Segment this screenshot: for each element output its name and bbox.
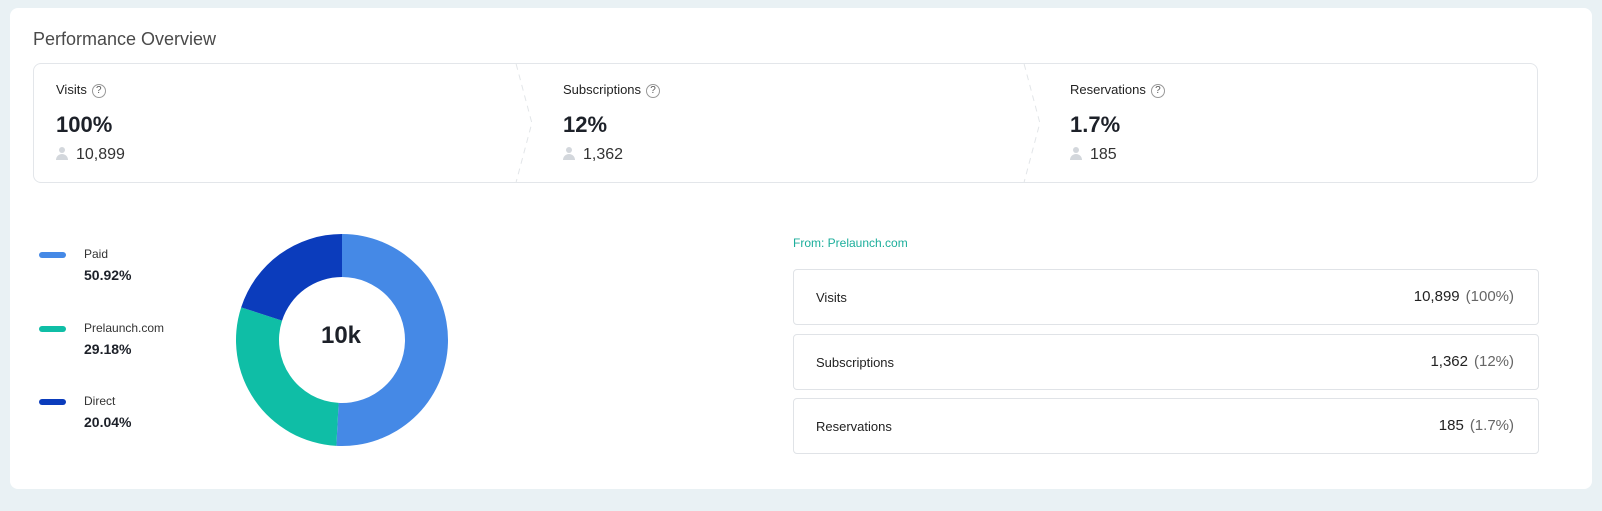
- row-value: 10,899: [1413, 288, 1460, 305]
- user-icon: [56, 147, 68, 160]
- legend-swatch: [39, 252, 66, 258]
- breakdown-row-visits: Visits 10,899 (100%): [793, 269, 1539, 325]
- stat-label: Reservations: [1070, 82, 1146, 97]
- donut-slice-prelaunch-com[interactable]: [236, 307, 339, 446]
- legend-label: Prelaunch.com: [84, 321, 165, 335]
- row-value: 185: [1438, 417, 1464, 434]
- stat-count: 1,362: [583, 146, 624, 163]
- row-percent: (1.7%): [1469, 417, 1514, 434]
- legend-value: 29.18%: [84, 341, 132, 357]
- stat-label: Visits: [56, 82, 87, 97]
- help-icon[interactable]: ?: [1150, 84, 1165, 98]
- row-value: 1,362: [1430, 353, 1468, 370]
- row-label: Visits: [816, 290, 847, 305]
- legend-swatch: [39, 326, 66, 332]
- row-percent: (100%): [1465, 288, 1514, 305]
- source-label: From: Prelaunch.com: [793, 236, 908, 250]
- chevron-divider: [515, 64, 533, 182]
- stat-percent: 12%: [563, 112, 608, 137]
- donut-slice-paid[interactable]: [336, 234, 448, 446]
- page-title: Performance Overview: [33, 29, 217, 49]
- stat-count: 185: [1090, 146, 1117, 163]
- row-label: Reservations: [816, 419, 892, 434]
- user-icon: [563, 147, 575, 160]
- legend-label: Direct: [84, 394, 116, 408]
- user-icon: [1070, 147, 1082, 160]
- stat-percent: 1.7%: [1070, 112, 1121, 137]
- chevron-divider: [1023, 64, 1041, 182]
- stat-percent: 100%: [56, 112, 113, 137]
- legend-value: 50.92%: [84, 267, 132, 283]
- row-percent: (12%): [1473, 353, 1514, 370]
- stats-panel: Visits? 100% 10,899 Subscriptions? 12% 1…: [33, 63, 1538, 183]
- help-icon[interactable]: ?: [646, 84, 661, 98]
- donut-chart: [236, 234, 448, 446]
- row-label: Subscriptions: [816, 355, 895, 370]
- stat-count: 10,899: [76, 146, 125, 163]
- legend-value: 20.04%: [84, 414, 132, 430]
- stat-label: Subscriptions: [563, 82, 642, 97]
- legend-swatch: [39, 399, 66, 405]
- legend-label: Paid: [84, 247, 109, 261]
- donut-center-label: 10k: [320, 322, 362, 349]
- donut-slice-direct[interactable]: [241, 234, 342, 321]
- breakdown-row-subscriptions: Subscriptions 1,362 (12%): [793, 334, 1539, 390]
- help-icon[interactable]: ?: [91, 84, 106, 98]
- breakdown-row-reservations: Reservations 185 (1.7%): [793, 398, 1539, 454]
